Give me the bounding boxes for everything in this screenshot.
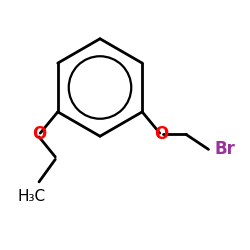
Text: O: O [32,126,46,144]
Text: Br: Br [215,140,236,158]
Text: H₃C: H₃C [18,190,46,204]
Text: O: O [154,126,168,144]
